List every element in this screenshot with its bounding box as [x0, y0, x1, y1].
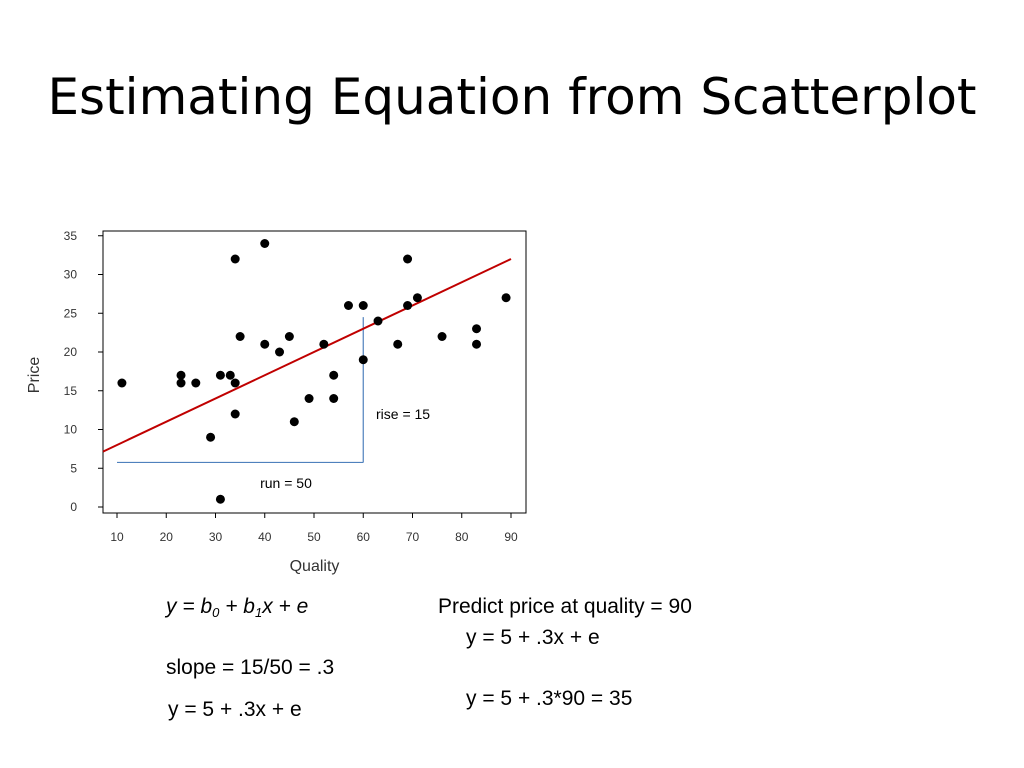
- data-point: [358, 355, 368, 365]
- data-point: [260, 239, 270, 248]
- data-point: [472, 339, 482, 349]
- data-point: [437, 332, 447, 341]
- slide-title: Estimating Equation from Scatterplot: [47, 68, 977, 126]
- data-point: [230, 378, 240, 388]
- data-point: [329, 370, 339, 380]
- data-point: [215, 494, 225, 504]
- regression-line: [102, 258, 512, 453]
- data-point: [230, 254, 240, 264]
- data-point: [304, 394, 314, 403]
- general-eq-plus: +: [219, 595, 244, 618]
- y-tick-label: 25: [64, 306, 78, 320]
- data-point: [373, 316, 383, 326]
- x-tick-label: 10: [110, 530, 124, 544]
- fitted-equation-left: y = 5 + .3x + e: [168, 698, 302, 721]
- general-eq-y: y: [166, 595, 177, 618]
- data-point: [501, 293, 511, 303]
- x-tick-label: 70: [406, 530, 420, 544]
- general-eq-equals: =: [176, 595, 201, 618]
- data-point: [206, 432, 216, 442]
- y-tick-label: 0: [70, 500, 77, 514]
- prediction-title: Predict price at quality = 90: [438, 595, 692, 618]
- general-eq-b0: b: [200, 595, 213, 618]
- y-tick-label: 15: [64, 384, 78, 398]
- plot-frame: [102, 230, 527, 514]
- slope-calculation: slope = 15/50 = .3: [166, 656, 335, 679]
- x-tick-label: 30: [209, 530, 223, 544]
- data-point: [393, 339, 403, 349]
- data-point: [343, 301, 353, 310]
- data-point: [260, 339, 270, 349]
- data-point: [225, 370, 235, 380]
- data-point: [284, 332, 294, 341]
- run-label: run = 50: [260, 475, 312, 491]
- general-eq-b0-sub: 0: [212, 605, 220, 620]
- y-axis-label: Price: [26, 357, 43, 394]
- y-tick-label: 35: [64, 229, 78, 243]
- x-tick-label: 50: [307, 530, 321, 544]
- data-point: [358, 301, 368, 310]
- x-axis-label: Quality: [290, 558, 340, 575]
- x-tick-label: 80: [455, 530, 469, 544]
- y-tick-label: 20: [64, 345, 78, 359]
- fitted-equation-right: y = 5 + .3x + e: [466, 626, 600, 649]
- y-tick-label: 10: [64, 423, 78, 437]
- x-tick-label: 20: [160, 530, 174, 544]
- data-point: [319, 339, 329, 349]
- data-point: [412, 293, 422, 303]
- general-equation: y = b0 + b1x + e: [166, 594, 308, 626]
- general-eq-b1-sub: 1: [254, 605, 263, 620]
- y-tick-label: 5: [70, 461, 77, 475]
- data-point: [275, 347, 285, 357]
- prediction-result: y = 5 + .3*90 = 35: [466, 687, 633, 710]
- general-eq-b1: b: [243, 595, 255, 618]
- data-point: [117, 378, 127, 388]
- data-point: [403, 301, 413, 310]
- data-point: [329, 394, 339, 403]
- x-tick-label: 40: [258, 530, 272, 544]
- data-point: [176, 370, 186, 380]
- y-tick-label: 30: [64, 268, 78, 282]
- x-tick-label: 90: [504, 530, 518, 544]
- data-point: [191, 378, 201, 388]
- data-point: [230, 409, 240, 419]
- data-point: [215, 370, 225, 380]
- general-eq-x: x + e: [262, 595, 309, 618]
- data-point: [235, 332, 245, 341]
- x-tick-label: 60: [357, 530, 371, 544]
- data-point: [472, 324, 482, 334]
- data-point: [289, 417, 299, 427]
- data-point: [176, 378, 186, 388]
- rise-label: rise = 15: [376, 406, 430, 422]
- data-point: [403, 254, 413, 264]
